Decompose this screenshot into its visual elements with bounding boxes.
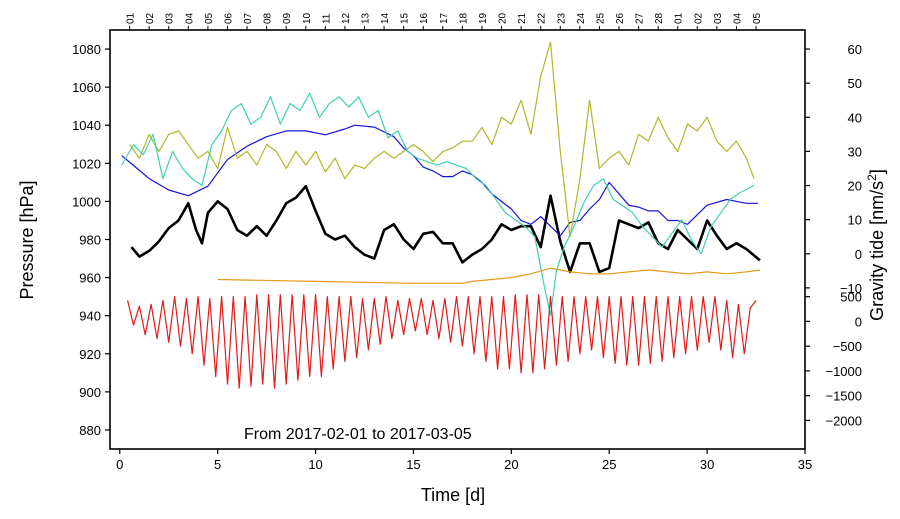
left-tick-label: 880 <box>79 423 101 438</box>
top-tick-label: 08 <box>263 12 274 24</box>
left-tick-label: 920 <box>79 347 101 362</box>
left-tick-label: 1080 <box>72 42 101 57</box>
top-tick-label: 17 <box>439 12 450 24</box>
right-axis-title-main: Gravity tide [nm/s <box>867 181 887 321</box>
top-tick-label: 05 <box>204 12 215 24</box>
right-tick-label: −1500 <box>825 389 862 404</box>
x-tick-label: 5 <box>214 457 221 472</box>
left-tick-label: 940 <box>79 309 101 324</box>
left-axis-title: Pressure [hPa] <box>17 180 37 299</box>
series-line-4 <box>217 267 761 284</box>
top-tick-label: 25 <box>595 12 606 24</box>
top-tick-label: 16 <box>419 12 430 24</box>
series-line-5 <box>127 294 757 389</box>
x-tick-label: 0 <box>116 457 123 472</box>
x-axis-ticks: 0 5 10 15 20 25 30 35 <box>116 449 812 472</box>
top-tick-label: 06 <box>223 12 234 24</box>
series-line-3 <box>121 92 755 316</box>
right-axis-title: Gravity tide [nm/s2] <box>865 169 887 321</box>
left-axis-ticks: 880 900 920 940 960 980 1000 1020 1040 1060 1080 <box>72 42 110 438</box>
top-tick-label: 20 <box>498 12 509 24</box>
series-line-2 <box>129 41 755 238</box>
top-tick-label: 14 <box>380 12 391 24</box>
left-tick-label: 1000 <box>72 194 101 209</box>
top-tick-label: 12 <box>341 12 352 24</box>
x-tick-label: 30 <box>700 457 714 472</box>
top-tick-label: 02 <box>145 12 156 24</box>
left-tick-label: 980 <box>79 233 101 248</box>
top-tick-label: 10 <box>302 12 313 24</box>
right-tick-label: 0 <box>855 247 862 262</box>
x-tick-label: 20 <box>504 457 518 472</box>
top-tick-label: 23 <box>556 12 567 24</box>
top-tick-label: 05 <box>752 12 763 24</box>
top-tick-label: 28 <box>654 12 665 24</box>
right-tick-label: 60 <box>848 42 862 57</box>
left-tick-label: 900 <box>79 385 101 400</box>
top-tick-label: 11 <box>321 13 332 24</box>
right-tick-label: 10 <box>848 213 862 228</box>
top-tick-label: 26 <box>615 12 626 24</box>
right-tick-label: 0 <box>855 314 862 329</box>
top-tick-label: 27 <box>635 12 646 24</box>
top-tick-label: 04 <box>184 12 195 24</box>
x-axis-title: Time [d] <box>421 485 485 505</box>
left-tick-label: 960 <box>79 271 101 286</box>
series-line-0 <box>130 184 761 274</box>
right-tick-label: 500 <box>840 290 862 305</box>
date-range-note: From 2017-02-01 to 2017-03-05 <box>244 426 472 443</box>
top-tick-label: 19 <box>478 12 489 24</box>
right-tick-label: 40 <box>848 110 862 125</box>
x-tick-label: 10 <box>308 457 322 472</box>
top-tick-label: 01 <box>126 12 137 24</box>
right-axis-title-end: ] <box>867 169 887 174</box>
right-tick-label: 30 <box>848 144 862 159</box>
top-tick-label: 09 <box>282 12 293 24</box>
top-tick-label: 24 <box>576 12 587 24</box>
right-axis-ticks: −10 0 10 20 30 40 50 60 500 0 −500 −1000 −1500 −2000 <box>805 42 862 428</box>
top-tick-label: 15 <box>400 12 411 24</box>
top-tick-label: 22 <box>537 12 548 24</box>
top-tick-label: 04 <box>732 12 743 24</box>
top-tick-label: 21 <box>517 12 528 24</box>
top-tick-label: 01 <box>674 12 685 24</box>
left-tick-label: 1020 <box>72 156 101 171</box>
right-tick-label: 20 <box>848 179 862 194</box>
left-tick-label: 1040 <box>72 118 101 133</box>
top-tick-label: 13 <box>361 12 372 24</box>
right-tick-label: −500 <box>833 339 862 354</box>
series-line-1 <box>121 124 758 237</box>
series-layer <box>121 41 761 389</box>
top-tick-label: 03 <box>165 12 176 24</box>
right-axis-title-sup: 2 <box>865 174 879 181</box>
right-tick-label: −2000 <box>825 413 862 428</box>
x-tick-label: 15 <box>406 457 420 472</box>
top-tick-label: 07 <box>243 12 254 24</box>
top-tick-label: 02 <box>693 12 704 24</box>
left-tick-label: 1060 <box>72 80 101 95</box>
top-tick-label: 18 <box>458 12 469 24</box>
top-date-ticks: 01 02 03 04 05 06 07 08 09 10 11 12 13 14 15 16 17 18 19 20… <box>126 12 763 30</box>
x-tick-label: 35 <box>798 457 812 472</box>
right-tick-label: 50 <box>848 76 862 91</box>
right-tick-label: −10 <box>840 281 862 296</box>
top-tick-label: 03 <box>713 12 724 24</box>
right-tick-label: −1000 <box>825 364 862 379</box>
x-tick-label: 25 <box>602 457 616 472</box>
